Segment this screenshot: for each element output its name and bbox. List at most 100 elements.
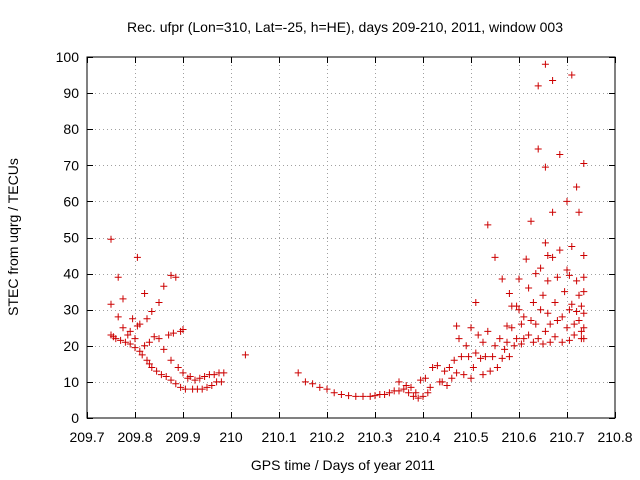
data-point (145, 338, 153, 346)
data-point (337, 391, 345, 399)
data-point (479, 338, 487, 346)
data-point (477, 354, 485, 362)
data-point (160, 282, 168, 290)
x-tick-label: 209.9 (165, 429, 200, 445)
data-point (124, 331, 132, 339)
data-point (520, 335, 528, 343)
data-point (491, 342, 499, 350)
y-tick-label: 30 (63, 302, 79, 318)
data-point (501, 345, 509, 353)
y-tick-label: 100 (56, 49, 80, 65)
data-point (148, 363, 156, 371)
data-point (133, 253, 141, 261)
data-point (529, 338, 537, 346)
data-point (196, 374, 204, 382)
data-point (549, 253, 557, 261)
data-point (155, 298, 163, 306)
data-point (359, 392, 367, 400)
data-point (484, 327, 492, 335)
y-tick-label: 60 (63, 193, 79, 209)
data-point (371, 392, 379, 400)
data-point (551, 333, 559, 341)
data-point (402, 382, 410, 390)
data-point (539, 340, 547, 348)
data-point (172, 273, 180, 281)
data-point (544, 252, 552, 260)
plot-frame (86, 56, 616, 419)
data-point (385, 389, 393, 397)
data-point (537, 264, 545, 272)
data-point (568, 300, 576, 308)
x-axis-label: GPS time / Days of year 2011 (251, 457, 435, 473)
data-point (169, 329, 177, 337)
data-point (551, 298, 559, 306)
y-axis-label: STEC from uqrg / TECUs (5, 158, 21, 316)
data-point (126, 327, 134, 335)
data-point (136, 347, 144, 355)
data-point (580, 273, 588, 281)
data-point (563, 197, 571, 205)
data-point (472, 298, 480, 306)
x-tick-label: 210.7 (549, 429, 584, 445)
data-point (460, 371, 468, 379)
data-point (541, 163, 549, 171)
data-point (366, 392, 374, 400)
data-point (565, 306, 573, 314)
data-point (155, 335, 163, 343)
data-point (568, 71, 576, 79)
data-point (541, 327, 549, 335)
data-point (573, 277, 581, 285)
data-point (544, 277, 552, 285)
data-point (107, 235, 115, 243)
data-point (558, 338, 566, 346)
data-point (167, 271, 175, 279)
data-point (148, 308, 156, 316)
x-tick-label: 210.8 (597, 429, 632, 445)
data-point (417, 376, 425, 384)
data-point (515, 306, 523, 314)
data-point (462, 342, 470, 350)
data-point (141, 289, 149, 297)
data-point (203, 383, 211, 391)
data-point (546, 338, 554, 346)
data-point (201, 372, 209, 380)
data-point (515, 275, 523, 283)
data-point (563, 266, 571, 274)
data-point (498, 354, 506, 362)
data-point (409, 392, 417, 400)
data-point (513, 302, 521, 310)
data-point (294, 369, 302, 377)
data-point (565, 336, 573, 344)
data-point (505, 289, 513, 297)
data-point (179, 326, 187, 334)
data-point (496, 335, 504, 343)
data-point (381, 391, 389, 399)
data-point (400, 385, 408, 393)
data-point (131, 335, 139, 343)
data-point (150, 333, 158, 341)
data-point (549, 76, 557, 84)
data-point (527, 317, 535, 325)
data-point (241, 351, 249, 359)
data-point (143, 315, 151, 323)
data-point (467, 374, 475, 382)
data-point (549, 208, 557, 216)
data-point (503, 338, 511, 346)
data-point (131, 344, 139, 352)
data-point (573, 308, 581, 316)
data-point (474, 331, 482, 339)
data-point (419, 392, 427, 400)
data-point (448, 374, 456, 382)
data-point (181, 385, 189, 393)
data-point (580, 335, 588, 343)
data-point (126, 340, 134, 348)
data-point (525, 331, 533, 339)
data-point (301, 378, 309, 386)
data-point (114, 273, 122, 281)
data-point (162, 372, 170, 380)
data-point (443, 382, 451, 390)
data-point (167, 376, 175, 384)
data-point (517, 340, 525, 348)
data-point (433, 362, 441, 370)
